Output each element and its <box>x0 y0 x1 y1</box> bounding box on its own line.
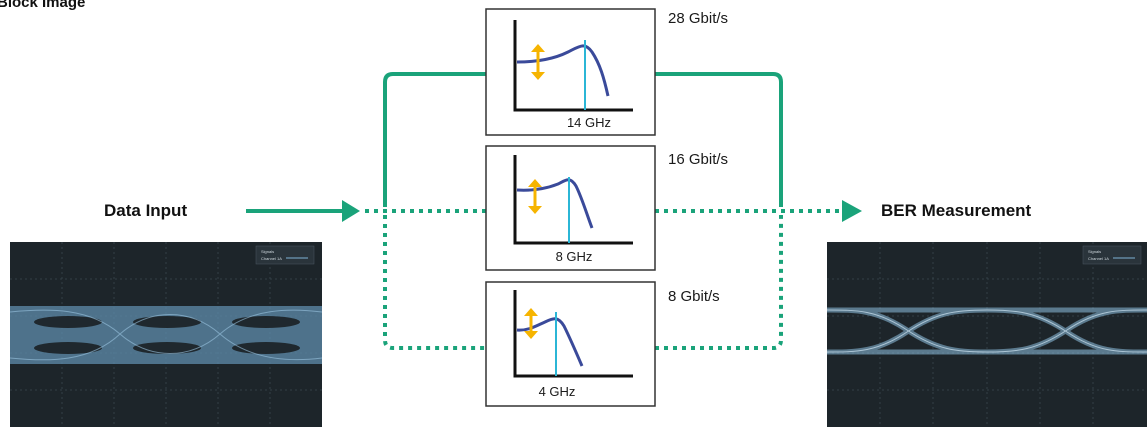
input-eye-diagram-plot: Signals Channel 1A <box>10 242 322 427</box>
filter-box-14ghz: 14 GHz <box>485 8 656 136</box>
input-eye-diagram: Signals Channel 1A <box>10 242 322 427</box>
scope-legend-line2: Channel 1A <box>1088 256 1109 261</box>
amplitude-arrow-icon <box>528 179 542 214</box>
bandwidth-label: 8 GHz <box>556 249 593 264</box>
amplitude-arrow-icon <box>531 44 545 80</box>
bandwidth-label: 4 GHz <box>539 384 576 399</box>
input-arrowhead <box>342 200 360 222</box>
rate-label-8g: 8 Gbit/s <box>668 288 720 305</box>
filter-box-4ghz: 4 GHz <box>485 281 656 407</box>
output-eye-diagram: Signals Channel 1A <box>827 242 1147 427</box>
path-28g-route-out <box>655 72 783 207</box>
path-8g-route-in <box>383 215 486 350</box>
scope-legend: Signals Channel 1A <box>255 245 315 265</box>
scope-legend: Signals Channel 1A <box>1082 245 1142 265</box>
diagram-title: Block Image <box>0 0 86 11</box>
scope-legend-line1: Signals <box>261 249 274 254</box>
output-label: BER Measurement <box>881 201 1032 220</box>
filter-box-8ghz: 8 GHz <box>485 145 656 271</box>
scope-legend-line1: Signals <box>1088 249 1101 254</box>
rate-label-28g: 28 Gbit/s <box>668 10 729 27</box>
output-eye-diagram-plot: Signals Channel 1A <box>827 242 1147 427</box>
bandwidth-label: 14 GHz <box>567 115 611 130</box>
amplitude-arrow-icon <box>524 308 538 339</box>
output-arrowhead <box>842 200 862 222</box>
rate-label-16g: 16 Gbit/s <box>668 151 729 168</box>
input-label: Data Input <box>104 201 188 220</box>
frequency-response-curve <box>516 44 610 97</box>
path-8g-route-out <box>655 215 783 350</box>
scope-legend-line2: Channel 1A <box>261 256 282 261</box>
path-28g-route-in <box>383 72 486 207</box>
frequency-response-curve <box>516 178 594 229</box>
